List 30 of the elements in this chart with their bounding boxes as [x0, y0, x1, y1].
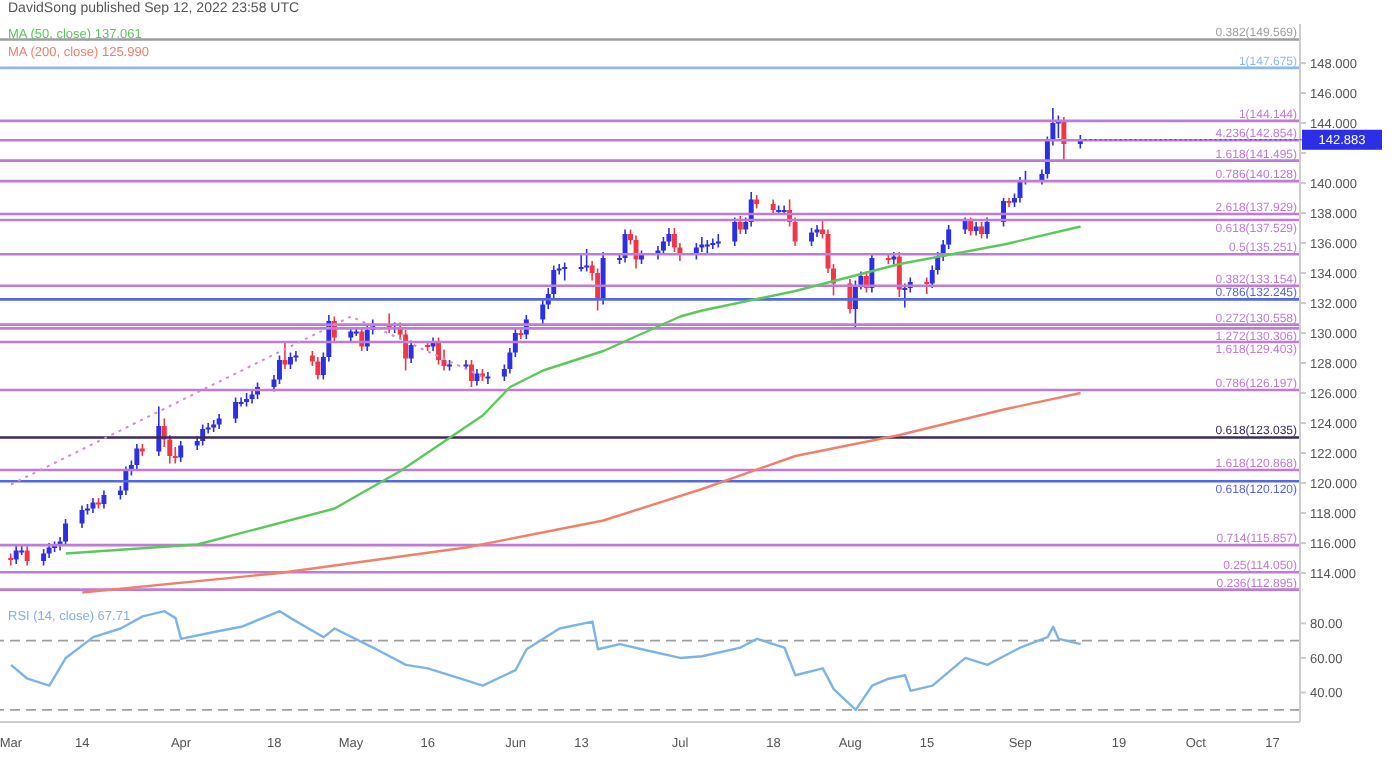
candlestick [1055, 114, 1061, 139]
candlestick [715, 233, 721, 249]
candlestick [984, 216, 990, 240]
candlestick [710, 237, 716, 250]
candlestick [671, 227, 677, 253]
candlestick [485, 371, 491, 385]
candlestick [732, 216, 738, 247]
line-series [64, 225, 1082, 555]
candlestick [233, 396, 239, 424]
candlestick [578, 254, 584, 273]
candlestick [277, 354, 282, 385]
line-series [81, 391, 1082, 594]
candlestick [63, 518, 69, 547]
candlestick [468, 359, 474, 388]
candlestick [699, 236, 705, 253]
candlestick [282, 341, 288, 370]
candlestick [584, 248, 590, 273]
candlestick [315, 356, 321, 381]
candlestick [973, 221, 979, 237]
candlestick [24, 545, 30, 567]
candlestick [156, 405, 162, 457]
candlestick [403, 329, 409, 372]
candlestick [134, 443, 140, 471]
candlestick [436, 336, 442, 366]
line-series [9, 609, 1082, 712]
candlestick [562, 261, 568, 282]
candlestick [293, 350, 299, 363]
candlestick [1061, 116, 1067, 162]
candlestick [178, 440, 184, 463]
candlestick [364, 324, 370, 352]
